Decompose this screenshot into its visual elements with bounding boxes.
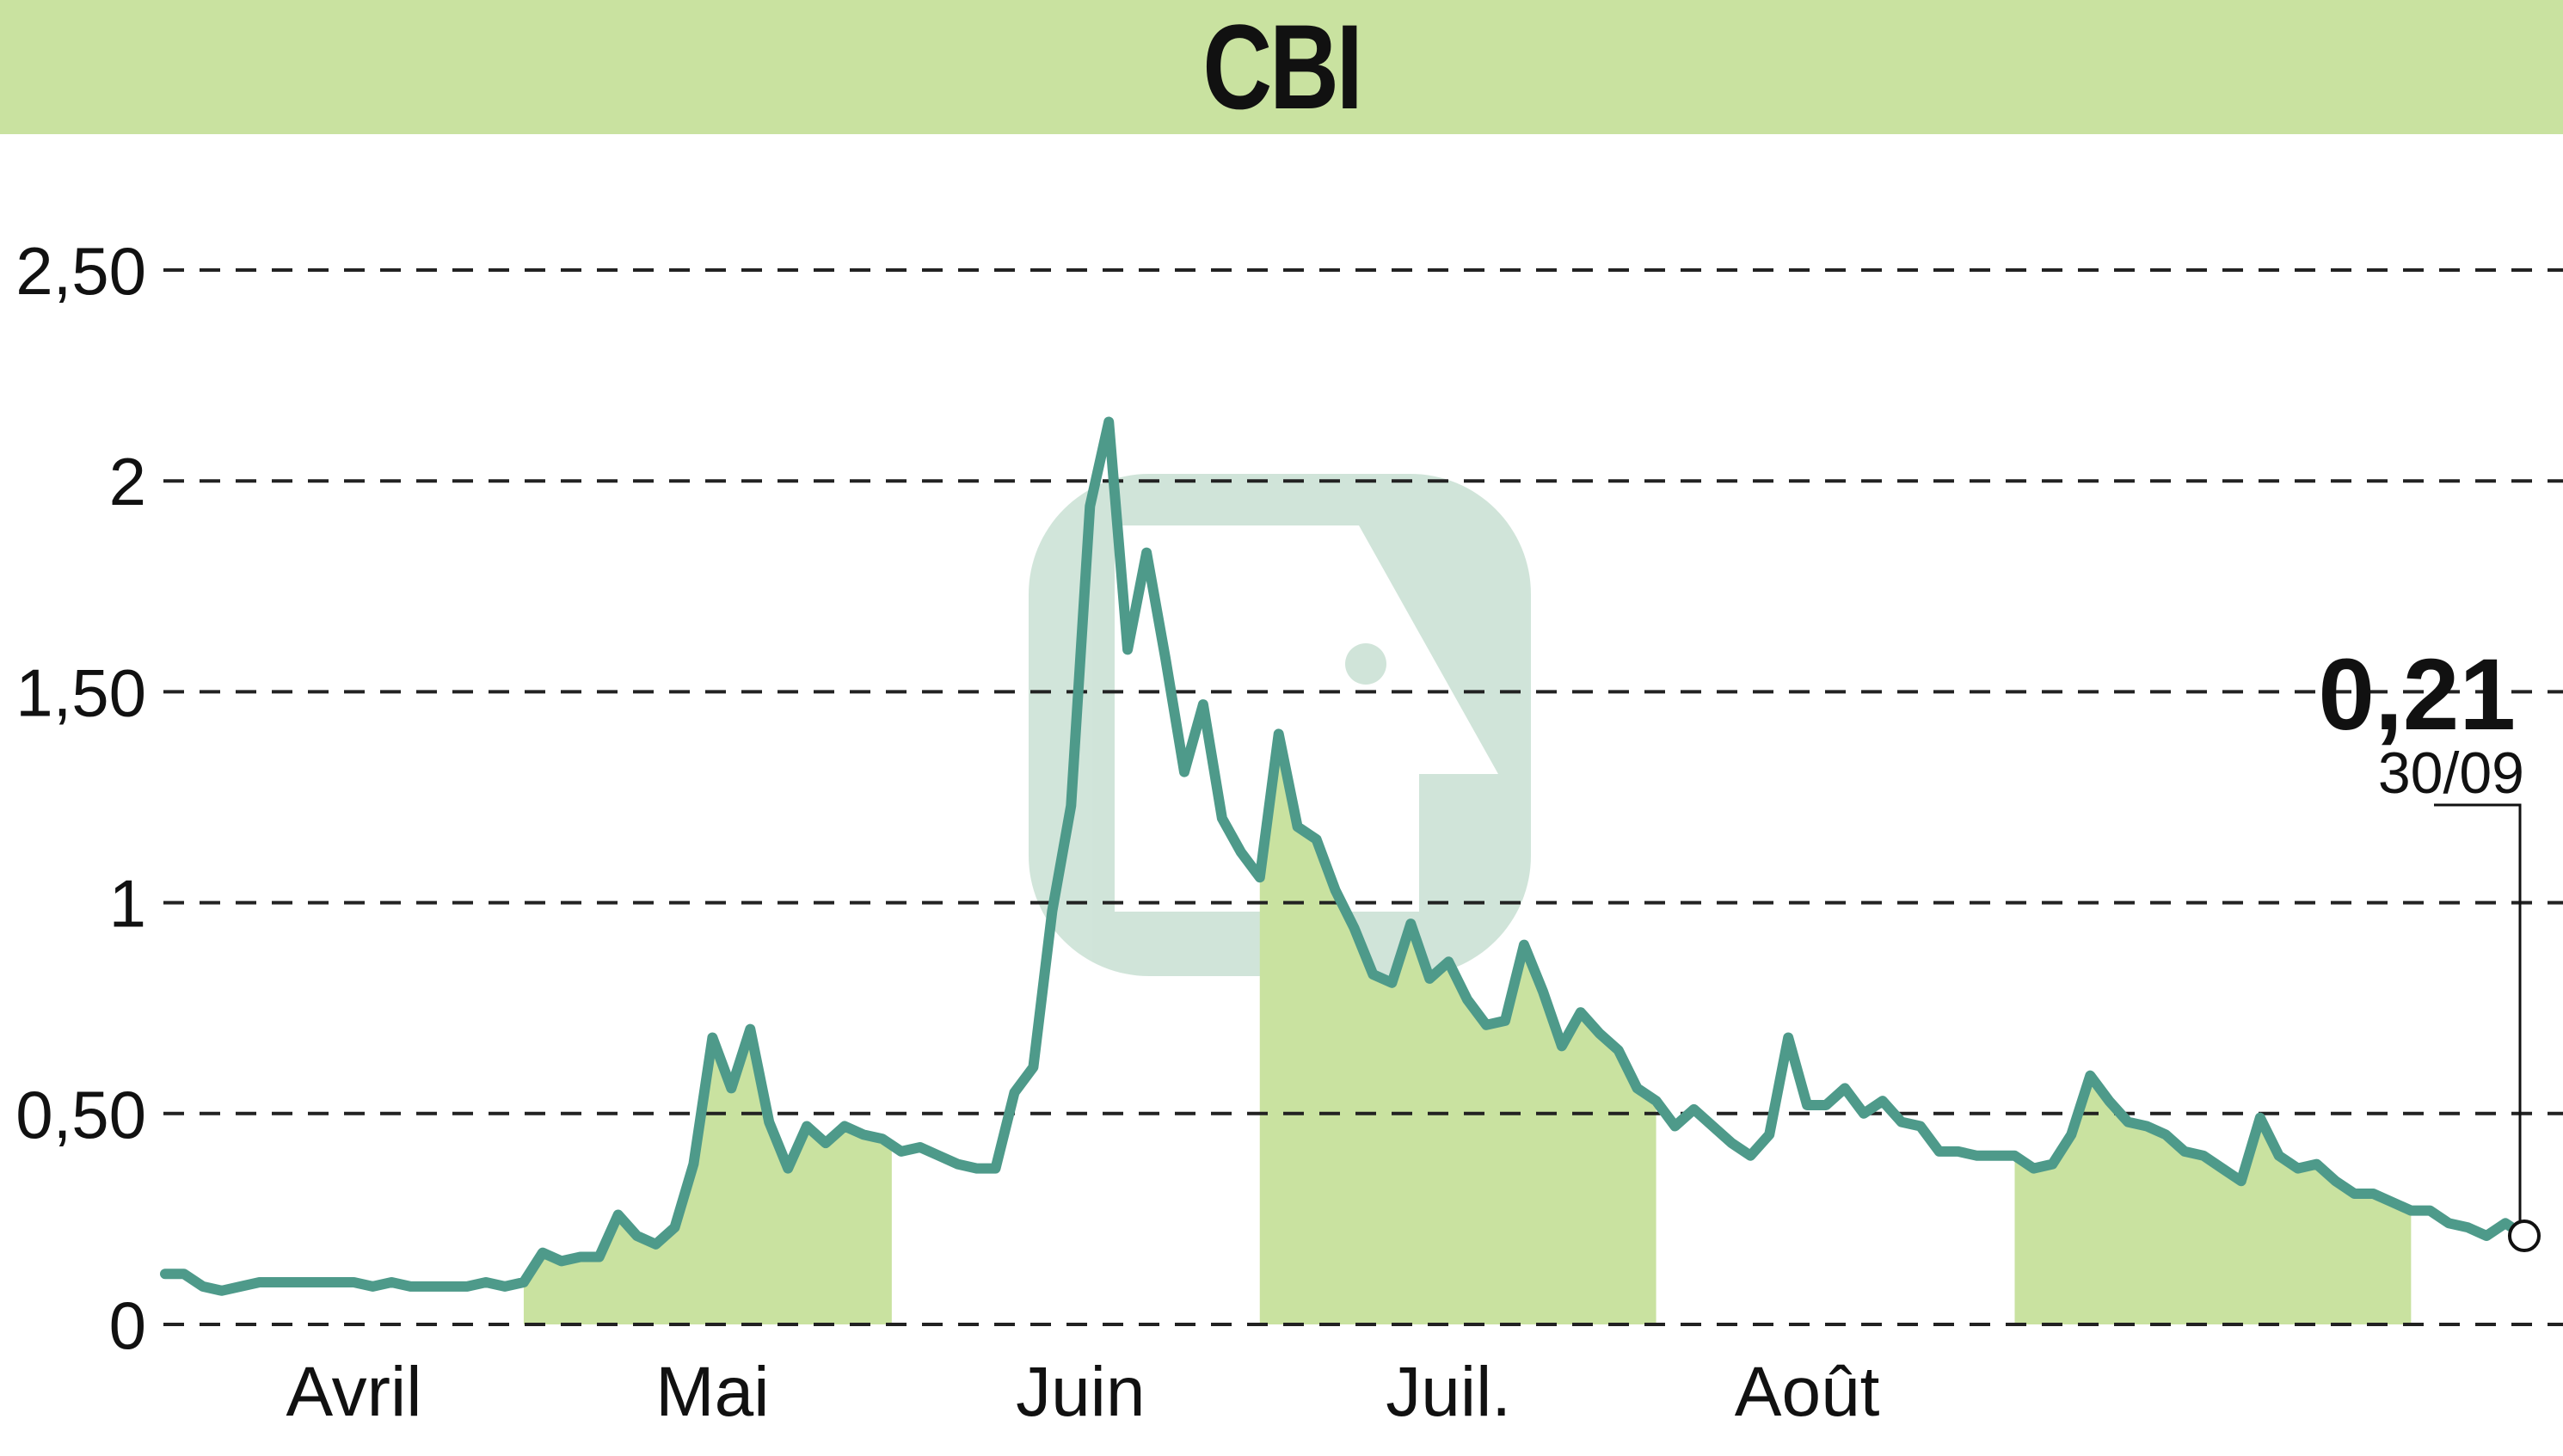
chart-title: CBI <box>1202 0 1362 134</box>
x-tick-label-3: Juil. <box>1386 1353 1511 1431</box>
shaded-month-area-2 <box>2014 1075 2412 1324</box>
x-tick-label-4: Août <box>1735 1353 1880 1431</box>
y-tick-label-2: 1 <box>109 866 146 942</box>
y-axis-ticks: 0 0,50 1 1,50 2 2,50 <box>15 233 146 1363</box>
series-line-layer <box>160 416 2529 1296</box>
series-line <box>160 416 2529 1296</box>
y-tick-label-3: 1,50 <box>15 654 146 730</box>
grid-lines <box>163 268 2563 1326</box>
last-value-date: 30/09 <box>2378 740 2524 806</box>
last-value-leader <box>2434 803 2522 1221</box>
x-tick-label-2: Juin <box>1016 1353 1145 1431</box>
x-tick-label-1: Mai <box>655 1353 769 1431</box>
title-band <box>0 0 2563 134</box>
shaded-month-area-1 <box>1259 734 1656 1324</box>
shaded-month-area-0 <box>523 1029 892 1324</box>
month-shading <box>523 734 2412 1324</box>
y-tick-label-0: 0 <box>109 1287 146 1363</box>
last-point-marker <box>2508 1219 2541 1253</box>
y-tick-label-4: 2 <box>109 444 146 519</box>
y-tick-label-1: 0,50 <box>15 1077 146 1152</box>
x-tick-label-0: Avril <box>286 1353 421 1431</box>
last-value-label: 0,21 <box>2318 638 2516 752</box>
x-axis-ticks: Avril Mai Juin Juil. Août <box>286 1353 1879 1431</box>
y-tick-label-5: 2,50 <box>15 233 146 309</box>
